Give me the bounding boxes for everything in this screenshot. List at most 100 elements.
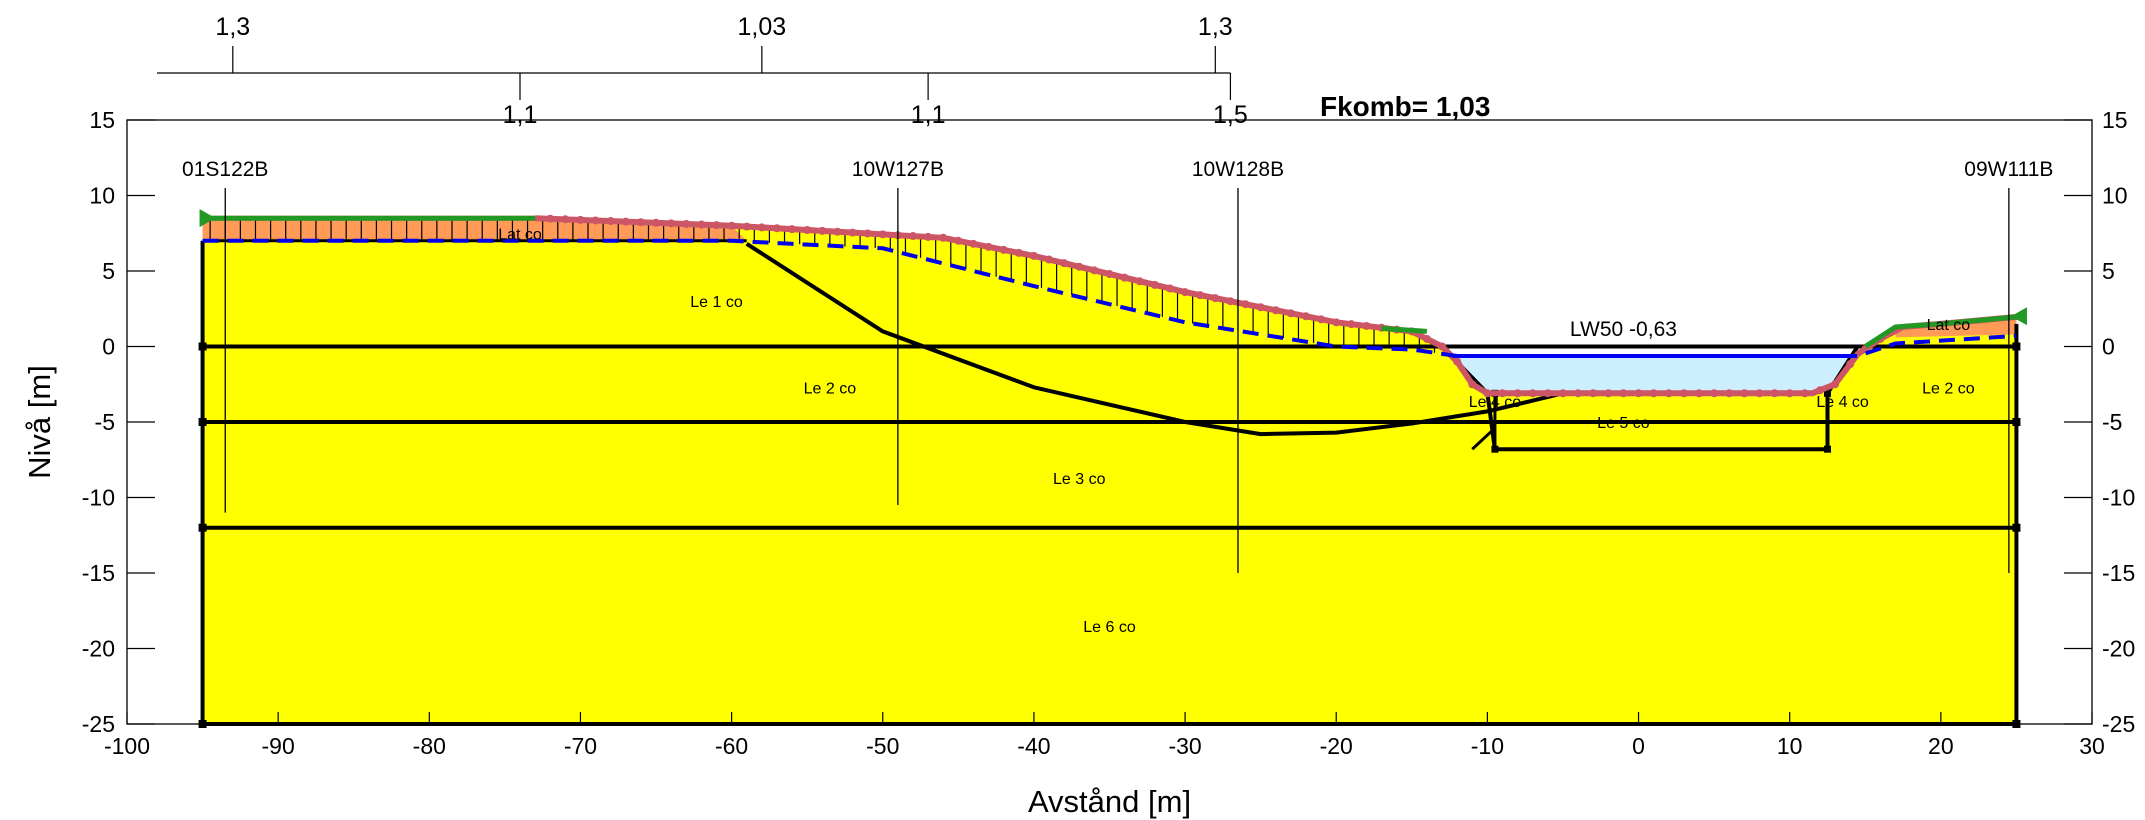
- y-tick-label-left: 15: [89, 107, 115, 133]
- surface-point: [863, 229, 872, 238]
- surface-point: [1317, 315, 1326, 324]
- soil-body: [202, 218, 2025, 724]
- surface-point: [561, 215, 570, 224]
- surface-point: [969, 239, 978, 248]
- surface-point: [1755, 389, 1764, 398]
- boundary-arrow-left: [199, 209, 216, 228]
- factor-label-upper: 1,3: [1198, 13, 1233, 41]
- x-tick-label: -70: [564, 733, 597, 759]
- surface-point: [591, 216, 600, 225]
- surface-point: [1846, 360, 1855, 369]
- surface-point: [788, 225, 797, 234]
- surface-point: [1815, 386, 1824, 395]
- surface-point: [1498, 389, 1507, 398]
- soil-layer-label: Le 4 co: [1469, 394, 1522, 411]
- surface-point: [1589, 389, 1598, 398]
- surface-point: [1256, 303, 1265, 312]
- surface-point: [742, 222, 751, 231]
- surface-point: [1543, 389, 1552, 398]
- surface-point: [1800, 389, 1809, 398]
- node-marker: [1823, 389, 1831, 397]
- surface-point: [1468, 380, 1477, 389]
- y-tick-label-right: 5: [2102, 258, 2115, 284]
- y-tick-label-left: -5: [95, 409, 115, 435]
- soil-layer-label: Le 1 co: [690, 294, 743, 311]
- factor-label-lower: 1,1: [911, 101, 946, 129]
- x-tick-label: -20: [1320, 733, 1353, 759]
- surface-point: [1120, 273, 1129, 282]
- surface-point: [1241, 300, 1250, 309]
- x-tick-label: 0: [1632, 733, 1645, 759]
- soil-layer-label: Le 5 co: [1597, 415, 1650, 432]
- surface-point: [924, 232, 933, 241]
- surface-point: [1271, 306, 1280, 315]
- surface-point: [803, 226, 812, 235]
- surface-point: [1453, 357, 1462, 366]
- surface-point: [636, 218, 645, 227]
- surface-point: [1196, 291, 1205, 300]
- surface-point: [1090, 266, 1099, 275]
- surface-point: [621, 217, 630, 226]
- borehole-label: 10W127B: [852, 158, 944, 181]
- surface-point: [1347, 320, 1356, 329]
- surface-point: [757, 223, 766, 232]
- x-tick-label: -50: [866, 733, 899, 759]
- slip-surface: [745, 242, 1564, 437]
- y-tick-label-right: -15: [2102, 560, 2135, 586]
- soil-layer-label: Le 2 co: [804, 380, 857, 397]
- green-line-right: [1863, 313, 2025, 349]
- water-body: [1452, 356, 1857, 394]
- surface-point: [1664, 389, 1673, 398]
- surface-point: [1181, 288, 1190, 297]
- surface-point: [772, 224, 781, 233]
- surface-point: [1060, 259, 1069, 268]
- surface-point: [1165, 284, 1174, 293]
- surface-point: [727, 221, 736, 230]
- surface-point: [1286, 309, 1295, 318]
- y-tick-label-right: -20: [2102, 636, 2135, 662]
- surface-point: [1135, 277, 1144, 286]
- surface-point: [1045, 255, 1054, 264]
- node-marker: [1823, 445, 1831, 453]
- y-tick-label-right: -10: [2102, 485, 2135, 511]
- y-tick-label-left: 0: [102, 334, 115, 360]
- surface-point: [848, 228, 857, 237]
- water-level-label: LW50 -0,63: [1570, 318, 1677, 341]
- surface-point: [667, 219, 676, 228]
- surface-point: [1574, 389, 1583, 398]
- x-tick-label: -10: [1471, 733, 1504, 759]
- surface-point: [1211, 294, 1220, 303]
- surface-point: [1226, 297, 1235, 306]
- x-tick-label: -40: [1017, 733, 1050, 759]
- surface-point: [606, 217, 615, 226]
- surface-point: [1604, 389, 1613, 398]
- surface-point: [1558, 389, 1567, 398]
- surface-point: [984, 242, 993, 251]
- surface-point: [954, 236, 963, 245]
- surface-point: [1679, 389, 1688, 398]
- x-tick-label: 10: [1777, 733, 1803, 759]
- y-tick-label-left: 10: [89, 183, 115, 209]
- x-tick-label: -100: [104, 733, 150, 759]
- surface-point: [697, 220, 706, 229]
- channel-toe: [1471, 426, 1496, 451]
- surface-point: [576, 215, 585, 224]
- x-tick-label: 20: [1928, 733, 1954, 759]
- surface-point: [1105, 270, 1114, 279]
- surface-point: [1528, 389, 1537, 398]
- boundary-arrow-right: [2010, 307, 2027, 326]
- y-tick-label-right: -5: [2102, 409, 2122, 435]
- factor-label-lower: 1,5: [1213, 101, 1248, 129]
- x-tick-label: 30: [2079, 733, 2105, 759]
- surface-point: [1695, 389, 1703, 398]
- x-tick-label: -90: [262, 733, 295, 759]
- surface-point: [818, 226, 827, 235]
- x-tick-label: -30: [1168, 733, 1201, 759]
- surface-point: [878, 230, 887, 239]
- surface-point: [1634, 389, 1643, 398]
- y-tick-label-right: 15: [2102, 107, 2128, 133]
- surface-point: [999, 245, 1008, 254]
- surface-point: [682, 219, 691, 228]
- surface-point: [1483, 389, 1492, 398]
